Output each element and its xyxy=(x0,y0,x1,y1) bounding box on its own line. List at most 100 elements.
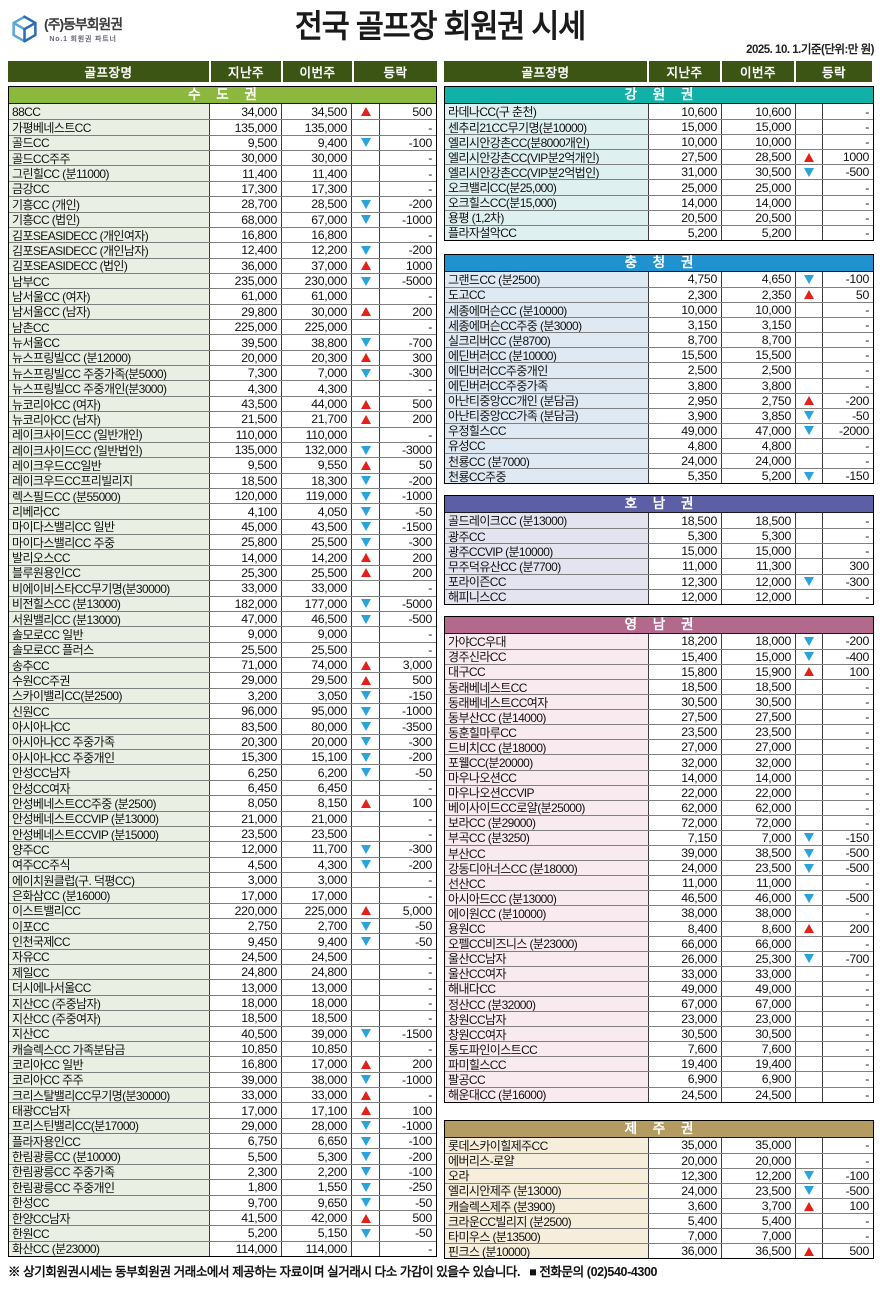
cell-last-week-price: 8,400 xyxy=(649,921,722,936)
course-name-text: 부산CC xyxy=(448,846,486,861)
up-arrow-icon xyxy=(360,353,371,363)
course-name-text: 엘리시안강촌CC(VIP분2억개인) xyxy=(448,150,600,165)
table-row: 엘리시안강촌CC(VIP분2억개인) 27,500 28,500 1000 xyxy=(445,149,873,165)
cell-this-week-price: 7,000 xyxy=(722,1229,796,1244)
cell-course-name: 화산CC (분23000) xyxy=(9,1241,210,1256)
cell-change-amount: - xyxy=(865,195,869,210)
cell-this-week-price: 46,000 xyxy=(722,891,796,906)
cell-this-week-price: 32,000 xyxy=(722,755,796,770)
cell-change-arrow xyxy=(352,872,380,888)
cell-this-week-price: 36,500 xyxy=(722,1244,796,1259)
cell-change-arrow xyxy=(796,1229,823,1244)
course-name-text: 마이다스밸리CC 주중 xyxy=(12,535,115,550)
cell-course-name: 플라자용인CC xyxy=(9,1134,210,1149)
cell-change-arrow xyxy=(796,318,823,333)
cell-last-week-price: 21,500 xyxy=(210,412,282,427)
cell-course-name: 아시아나CC 주중가족 xyxy=(9,734,210,750)
cell-this-week-price: 10,000 xyxy=(722,135,796,150)
cell-course-name: 캐슬렉스CC 가족분담금 xyxy=(9,1041,210,1057)
cell-this-week-price: 11,700 xyxy=(282,842,352,857)
cell-course-name: 코리아CC 일반 xyxy=(9,1057,210,1072)
down-arrow-icon xyxy=(360,599,371,609)
table-row: 엘리시안강촌CC(VIP분2억법인) 31,000 30,500 -500 xyxy=(445,164,873,180)
course-name-text: 동래베네스트CC xyxy=(448,680,527,695)
cell-change-amount: -150 xyxy=(408,688,433,703)
cell-change-amount: - xyxy=(428,627,432,642)
cell-this-week-price: 22,000 xyxy=(722,785,796,800)
cell-change-amount: - xyxy=(865,785,869,800)
cell-this-week-price: 27,000 xyxy=(722,740,796,755)
table-row: 한림광릉CC 주중가족 2,300 2,200 -100 xyxy=(9,1163,436,1180)
cell-course-name: 양주CC xyxy=(9,842,210,857)
cell-course-name: 뉴스프링빌CC 주중개인(분3000) xyxy=(9,381,210,396)
table-row: 경주신라CC 15,400 15,000 -400 xyxy=(445,648,873,664)
region-section: 영 남 권 가야CC우대 18,200 18,000 -200 경주신라CC 15,400 1… xyxy=(444,615,874,1103)
cell-course-name: 김포SEASIDECC (개인여자) xyxy=(9,227,210,243)
cell-this-week-price: 17,000 xyxy=(282,888,352,903)
cell-change-arrow xyxy=(796,680,823,695)
cell-change-amount: - xyxy=(428,996,432,1011)
cell-change-arrow xyxy=(352,1134,380,1149)
table-row: 남부CC 235,000 230,000 -5000 xyxy=(9,272,436,289)
cell-change-arrow xyxy=(352,396,380,412)
course-name-text: 여주CC주식 xyxy=(12,858,71,872)
cell-change-arrow xyxy=(352,212,380,227)
course-name-text: 레이크우드CC일반 xyxy=(12,458,102,473)
cell-last-week-price: 20,500 xyxy=(649,210,722,225)
up-arrow-icon xyxy=(360,1213,371,1223)
table-row: 플라자용인CC 6,750 6,650 -100 xyxy=(9,1133,436,1149)
cell-last-week-price: 20,300 xyxy=(210,734,282,750)
cell-course-name: 한림광릉CC (분10000) xyxy=(9,1149,210,1164)
cell-this-week-price: 9,550 xyxy=(282,458,352,473)
course-name-text: 선산CC xyxy=(448,876,486,891)
cell-last-week-price: 18,500 xyxy=(210,1011,282,1026)
course-name-text: 한림광릉CC 주중가족 xyxy=(12,1165,115,1180)
cell-last-week-price: 11,000 xyxy=(649,876,722,891)
cell-last-week-price: 67,000 xyxy=(649,996,722,1012)
cell-last-week-price: 15,000 xyxy=(649,120,722,135)
cell-course-name: 여주CC주식 xyxy=(9,857,210,872)
cell-this-week-price: 15,000 xyxy=(722,544,796,559)
table-row: 에딘버러CC주중개인 2,500 2,500 - xyxy=(445,362,873,378)
cell-this-week-price: 14,000 xyxy=(722,770,796,785)
cell-change-arrow xyxy=(352,442,380,458)
down-arrow-icon xyxy=(804,652,814,662)
course-name-text: 창원CC남자 xyxy=(448,1012,507,1027)
cell-course-name: 기흥CC (법인) xyxy=(9,212,210,227)
course-name-text: 한림광릉CC (분10000) xyxy=(12,1150,121,1164)
cell-change-arrow xyxy=(796,225,823,240)
table-row: 뉴코리아CC (남자) 21,500 21,700 200 xyxy=(9,411,436,427)
cell-last-week-price: 38,000 xyxy=(649,906,722,921)
course-name-text: 이포CC xyxy=(12,919,50,934)
table-row: 해피니스CC 12,000 12,000 - xyxy=(445,588,873,604)
cell-last-week-price: 27,000 xyxy=(649,740,722,755)
cell-course-name: 기흥CC (개인) xyxy=(9,197,210,212)
cell-change-amount: - xyxy=(865,770,869,785)
cell-change-arrow xyxy=(352,734,380,750)
course-name-text: 지산CC (주중남자) xyxy=(12,996,101,1011)
cell-change-amount: -1000 xyxy=(402,212,432,227)
cell-change-amount: - xyxy=(428,581,432,596)
course-name-text: 아난티중앙CC가족 (분담금) xyxy=(448,409,579,423)
cell-change-arrow xyxy=(796,180,823,195)
cell-change-arrow xyxy=(352,1180,380,1195)
down-arrow-icon xyxy=(804,471,814,481)
cell-last-week-price: 24,800 xyxy=(210,965,282,980)
table-header-right: 골프장명 지난주 이번주 등락 xyxy=(444,61,874,82)
cell-last-week-price: 2,500 xyxy=(649,363,722,378)
cell-change-arrow xyxy=(796,287,823,303)
cell-last-week-price: 23,000 xyxy=(649,1012,722,1027)
cell-this-week-price: 80,000 xyxy=(282,719,352,734)
table-row: 에이치원클럽(구. 덕평CC) 3,000 3,000 - xyxy=(9,871,436,888)
cell-course-name: 무주덕유산CC (분7700) xyxy=(445,559,649,574)
course-name-text: 유성CC xyxy=(448,439,486,453)
table-row: 무주덕유산CC (분7700) 11,000 11,300 300 xyxy=(445,558,873,574)
cell-this-week-price: 42,000 xyxy=(282,1210,352,1226)
up-arrow-icon xyxy=(804,1246,814,1256)
course-name-text: 오펠CC비즈니스 (분23000) xyxy=(448,937,578,951)
cell-change-amount: - xyxy=(428,228,432,243)
cell-change-amount: - xyxy=(865,906,869,921)
cell-change-arrow xyxy=(352,857,380,872)
cell-last-week-price: 4,800 xyxy=(649,438,722,453)
course-name-text: 가야CC우대 xyxy=(448,634,507,649)
